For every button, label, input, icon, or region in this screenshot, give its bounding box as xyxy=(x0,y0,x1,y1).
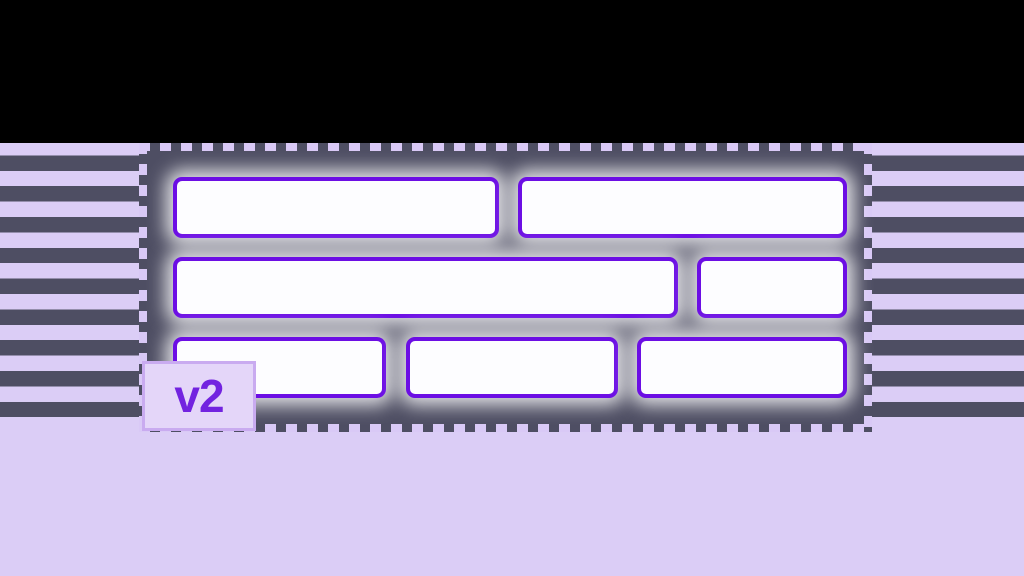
panel-dash-border-top xyxy=(139,143,872,151)
skeleton-block xyxy=(518,177,847,238)
black-top-band xyxy=(0,0,1024,143)
skeleton-grid xyxy=(173,177,847,398)
skeleton-block xyxy=(405,337,618,398)
panel-dash-border-bottom xyxy=(139,424,872,432)
dashed-panel xyxy=(139,143,872,432)
panel-dash-border-right xyxy=(864,143,872,432)
skeleton-row xyxy=(173,257,847,318)
skeleton-block xyxy=(637,337,847,398)
skeleton-block xyxy=(173,177,499,238)
panel-dash-border-left xyxy=(139,143,147,432)
skeleton-row xyxy=(173,337,847,398)
skeleton-block xyxy=(697,257,847,318)
skeleton-row xyxy=(173,177,847,238)
version-badge-label: v2 xyxy=(174,370,224,422)
version-badge: v2 xyxy=(142,361,256,431)
skeleton-block xyxy=(173,257,678,318)
